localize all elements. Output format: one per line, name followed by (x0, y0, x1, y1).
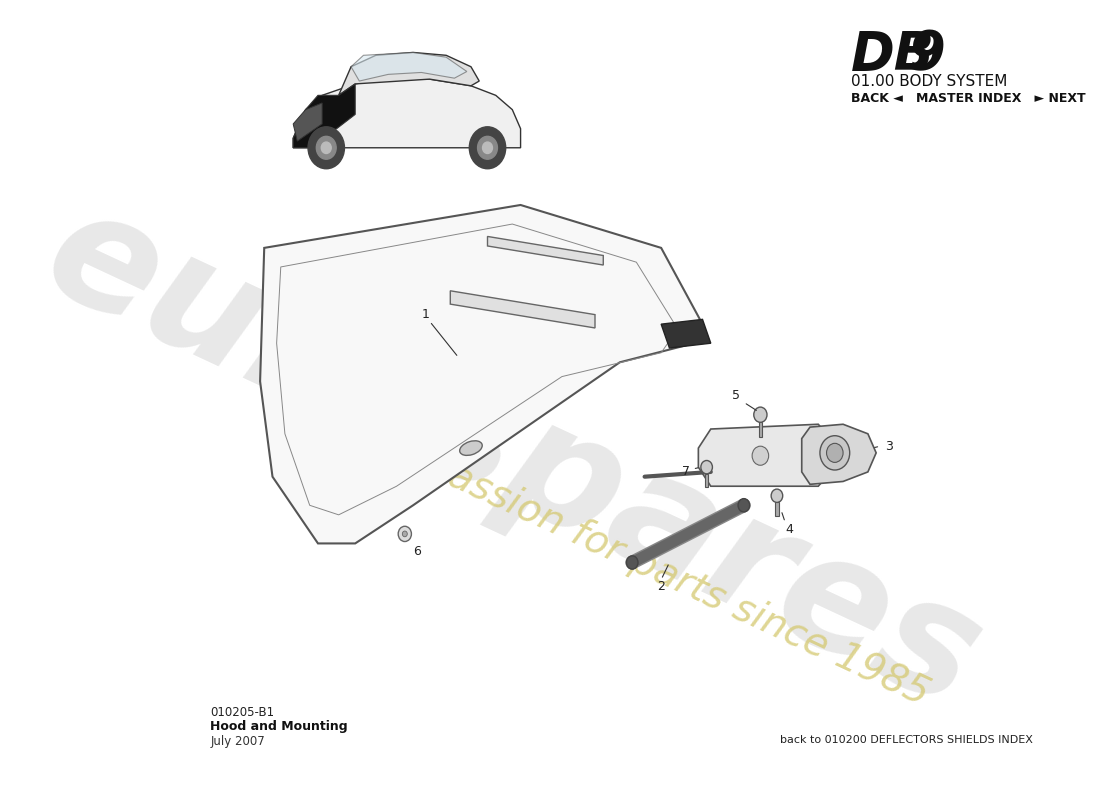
Text: 4: 4 (785, 522, 793, 536)
Circle shape (626, 556, 638, 569)
Text: 6: 6 (414, 545, 421, 558)
Circle shape (317, 136, 337, 159)
Ellipse shape (460, 441, 482, 455)
Text: 7: 7 (682, 466, 690, 478)
Polygon shape (339, 53, 480, 95)
Text: July 2007: July 2007 (210, 735, 265, 748)
Bar (759, 422, 762, 437)
Circle shape (470, 127, 506, 169)
Text: 01.00 BODY SYSTEM: 01.00 BODY SYSTEM (851, 74, 1008, 90)
Text: 3: 3 (884, 440, 892, 453)
Circle shape (477, 136, 497, 159)
Polygon shape (487, 237, 603, 265)
Circle shape (754, 407, 767, 422)
Bar (705, 474, 708, 487)
Polygon shape (698, 424, 835, 486)
Polygon shape (294, 78, 520, 148)
Text: a passion for parts since 1985: a passion for parts since 1985 (387, 430, 935, 714)
Text: 5: 5 (732, 389, 739, 402)
Text: 2: 2 (657, 580, 665, 593)
Text: eurospares: eurospares (22, 174, 1003, 742)
Circle shape (820, 436, 849, 470)
Polygon shape (450, 290, 595, 328)
Polygon shape (661, 319, 711, 348)
Text: Hood and Mounting: Hood and Mounting (210, 720, 348, 733)
Polygon shape (260, 205, 703, 543)
Text: back to 010200 DEFLECTORS SHIELDS INDEX: back to 010200 DEFLECTORS SHIELDS INDEX (780, 735, 1033, 745)
Circle shape (701, 461, 713, 474)
Text: DB: DB (851, 29, 935, 81)
Circle shape (308, 127, 344, 169)
Polygon shape (294, 103, 322, 141)
Circle shape (398, 526, 411, 542)
Circle shape (321, 142, 331, 154)
Text: 1: 1 (421, 308, 429, 321)
Circle shape (826, 443, 843, 462)
Polygon shape (351, 53, 466, 81)
Polygon shape (802, 424, 877, 484)
Circle shape (752, 446, 769, 466)
Circle shape (403, 531, 407, 537)
Text: 9: 9 (910, 29, 946, 81)
Bar (776, 502, 779, 516)
Circle shape (483, 142, 493, 154)
Circle shape (738, 498, 749, 512)
Text: 010205-B1: 010205-B1 (210, 706, 275, 718)
Circle shape (771, 489, 783, 502)
Polygon shape (294, 84, 355, 148)
Text: BACK ◄   MASTER INDEX   ► NEXT: BACK ◄ MASTER INDEX ► NEXT (851, 93, 1086, 106)
